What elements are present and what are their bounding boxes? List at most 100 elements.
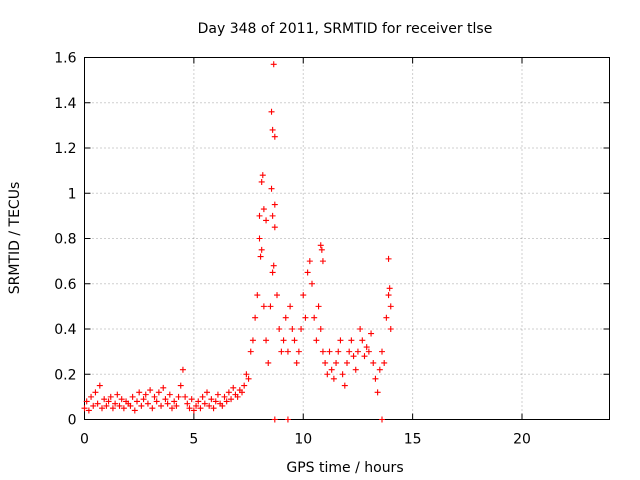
data-point bbox=[193, 402, 200, 409]
data-point bbox=[339, 371, 346, 378]
data-point bbox=[344, 359, 350, 366]
data-point bbox=[160, 384, 167, 391]
data-point bbox=[127, 402, 134, 409]
x-axis-label: GPS time / hours bbox=[286, 460, 403, 476]
data-point bbox=[219, 402, 226, 409]
data-point bbox=[328, 366, 335, 373]
data-point bbox=[267, 303, 274, 310]
data-point bbox=[88, 393, 95, 400]
y-tick-label: 1 bbox=[68, 186, 77, 202]
data-point bbox=[291, 337, 298, 344]
data-point bbox=[269, 269, 276, 276]
data-point bbox=[114, 391, 121, 398]
data-point bbox=[354, 348, 361, 355]
x-tick-labels: 0 5 10 15 20 bbox=[80, 432, 531, 448]
data-point bbox=[112, 400, 119, 407]
x-tick-label: 5 bbox=[189, 432, 198, 448]
data-point bbox=[315, 303, 322, 310]
data-point bbox=[295, 348, 302, 355]
data-point bbox=[241, 382, 248, 389]
data-point bbox=[317, 242, 324, 249]
data-point bbox=[385, 255, 392, 262]
data-point bbox=[247, 348, 254, 355]
grid-lines bbox=[84, 57, 610, 420]
data-point bbox=[271, 416, 278, 423]
data-point bbox=[263, 217, 270, 224]
data-point bbox=[319, 258, 326, 265]
data-point bbox=[379, 416, 385, 423]
data-point bbox=[142, 391, 149, 398]
data-point bbox=[379, 348, 385, 355]
data-point bbox=[359, 337, 366, 344]
data-point bbox=[287, 303, 294, 310]
data-point bbox=[270, 262, 277, 269]
data-point bbox=[120, 405, 127, 412]
data-point bbox=[293, 359, 300, 366]
data-point bbox=[184, 400, 191, 407]
data-point bbox=[300, 292, 307, 299]
data-point bbox=[263, 337, 270, 344]
data-point bbox=[289, 326, 296, 332]
data-point bbox=[298, 326, 305, 332]
data-point bbox=[175, 393, 182, 400]
data-point bbox=[90, 402, 97, 409]
data-point bbox=[206, 402, 213, 409]
data-point bbox=[136, 389, 143, 396]
data-point bbox=[190, 407, 197, 414]
y-axis-label: SRMTID / TECUs bbox=[7, 182, 23, 295]
x-tick-label: 15 bbox=[404, 432, 422, 448]
data-point bbox=[330, 375, 337, 382]
y-tick-label: 1.6 bbox=[54, 51, 76, 67]
data-point bbox=[306, 258, 313, 265]
data-point bbox=[210, 405, 217, 412]
data-point bbox=[313, 337, 320, 344]
data-point bbox=[317, 326, 324, 332]
data-point bbox=[256, 235, 263, 242]
data-point bbox=[223, 398, 230, 405]
data-point bbox=[230, 384, 237, 391]
data-point bbox=[365, 348, 372, 355]
data-point bbox=[284, 348, 291, 355]
data-point bbox=[386, 285, 393, 292]
data-point bbox=[131, 407, 138, 414]
data-point bbox=[252, 314, 259, 321]
data-point bbox=[265, 359, 272, 366]
data-point bbox=[372, 375, 379, 382]
y-tick-label: 1.2 bbox=[54, 141, 76, 157]
data-point bbox=[319, 348, 326, 355]
data-point bbox=[186, 405, 193, 412]
data-point bbox=[169, 405, 175, 412]
data-point bbox=[234, 393, 241, 400]
data-point bbox=[101, 396, 108, 403]
data-point bbox=[258, 178, 265, 185]
data-point bbox=[243, 371, 250, 378]
data-point bbox=[259, 172, 266, 179]
data-point bbox=[201, 400, 208, 407]
data-point bbox=[350, 353, 357, 360]
data-point bbox=[173, 402, 180, 409]
data-point bbox=[357, 326, 364, 332]
data-point bbox=[254, 292, 261, 299]
x-tick-label: 20 bbox=[513, 432, 531, 448]
data-point bbox=[85, 407, 92, 414]
data-point bbox=[348, 337, 355, 344]
data-point bbox=[212, 398, 219, 405]
axis-ticks bbox=[84, 57, 610, 420]
data-point bbox=[81, 405, 88, 412]
data-point bbox=[269, 212, 276, 219]
data-point bbox=[304, 269, 311, 276]
data-point bbox=[116, 402, 123, 409]
data-point bbox=[96, 382, 103, 389]
data-point bbox=[134, 398, 140, 405]
data-point bbox=[228, 396, 235, 403]
data-point bbox=[158, 402, 165, 409]
data-point bbox=[155, 389, 162, 396]
data-point bbox=[318, 246, 325, 253]
data-point bbox=[370, 359, 377, 366]
data-point bbox=[204, 389, 210, 396]
data-point bbox=[171, 398, 178, 405]
data-point bbox=[311, 314, 318, 321]
data-point bbox=[341, 382, 348, 389]
data-point bbox=[335, 348, 342, 355]
